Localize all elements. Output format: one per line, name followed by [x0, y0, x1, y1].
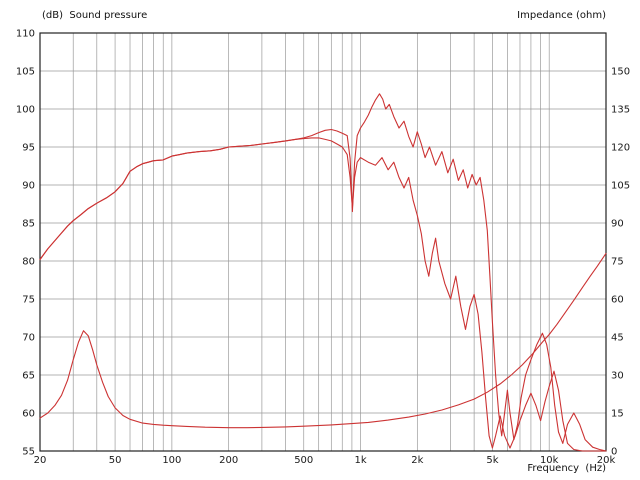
left-axis-tick-label: 60 [22, 409, 35, 420]
right-axis-tick-label: 90 [611, 219, 624, 230]
right-axis-tick-label: 150 [611, 67, 630, 78]
impedance-curve [39, 252, 607, 429]
x-axis-tick-label: 500 [294, 455, 313, 466]
left-axis-tick-label: 70 [22, 333, 35, 344]
left-axis-tick-label: 55 [22, 447, 35, 458]
left-axis-tick-label: 100 [16, 105, 35, 116]
x-axis-tick-label: 200 [219, 455, 238, 466]
x-axis-tick-label: 1k [354, 455, 366, 466]
right-axis-tick-label: 15 [611, 409, 624, 420]
left-axis-tick-label: 110 [16, 29, 35, 40]
x-axis-tick-label: 20k [597, 455, 616, 466]
x-axis-tick-label: 50 [109, 455, 122, 466]
x-axis-tick-label: 10k [540, 455, 559, 466]
spl-curve-1 [39, 93, 607, 452]
left-axis-tick-label: 75 [22, 295, 35, 306]
left-axis-tick-label: 105 [16, 67, 35, 78]
left-axis-tick-label: 85 [22, 219, 35, 230]
right-axis-tick-label: 30 [611, 371, 624, 382]
left-axis-title: (dB) Sound pressure [42, 10, 148, 21]
right-axis-tick-label: 60 [611, 295, 624, 306]
x-axis-tick-label: 5k [486, 455, 498, 466]
right-axis-tick-label: 105 [611, 181, 630, 192]
right-axis-tick-label: 135 [611, 105, 630, 116]
x-axis-tick-label: 20 [34, 455, 47, 466]
x-axis-tick-label: 100 [162, 455, 181, 466]
left-axis-tick-label: 80 [22, 257, 35, 268]
left-axis-tick-label: 90 [22, 181, 35, 192]
right-axis-tick-label: 45 [611, 333, 624, 344]
right-axis-tick-label: 120 [611, 143, 630, 154]
left-axis-tick-label: 65 [22, 371, 35, 382]
x-axis-tick-label: 2k [411, 455, 423, 466]
right-axis-title: Impedance (ohm) [517, 10, 606, 21]
x-axis-title: Frequency (Hz) [527, 463, 606, 474]
plot-frame [39, 32, 607, 452]
right-axis-tick-label: 75 [611, 257, 624, 268]
spl-curve-2 [39, 137, 607, 452]
right-axis-tick-label: 0 [611, 447, 617, 458]
left-axis-tick-label: 95 [22, 143, 35, 154]
